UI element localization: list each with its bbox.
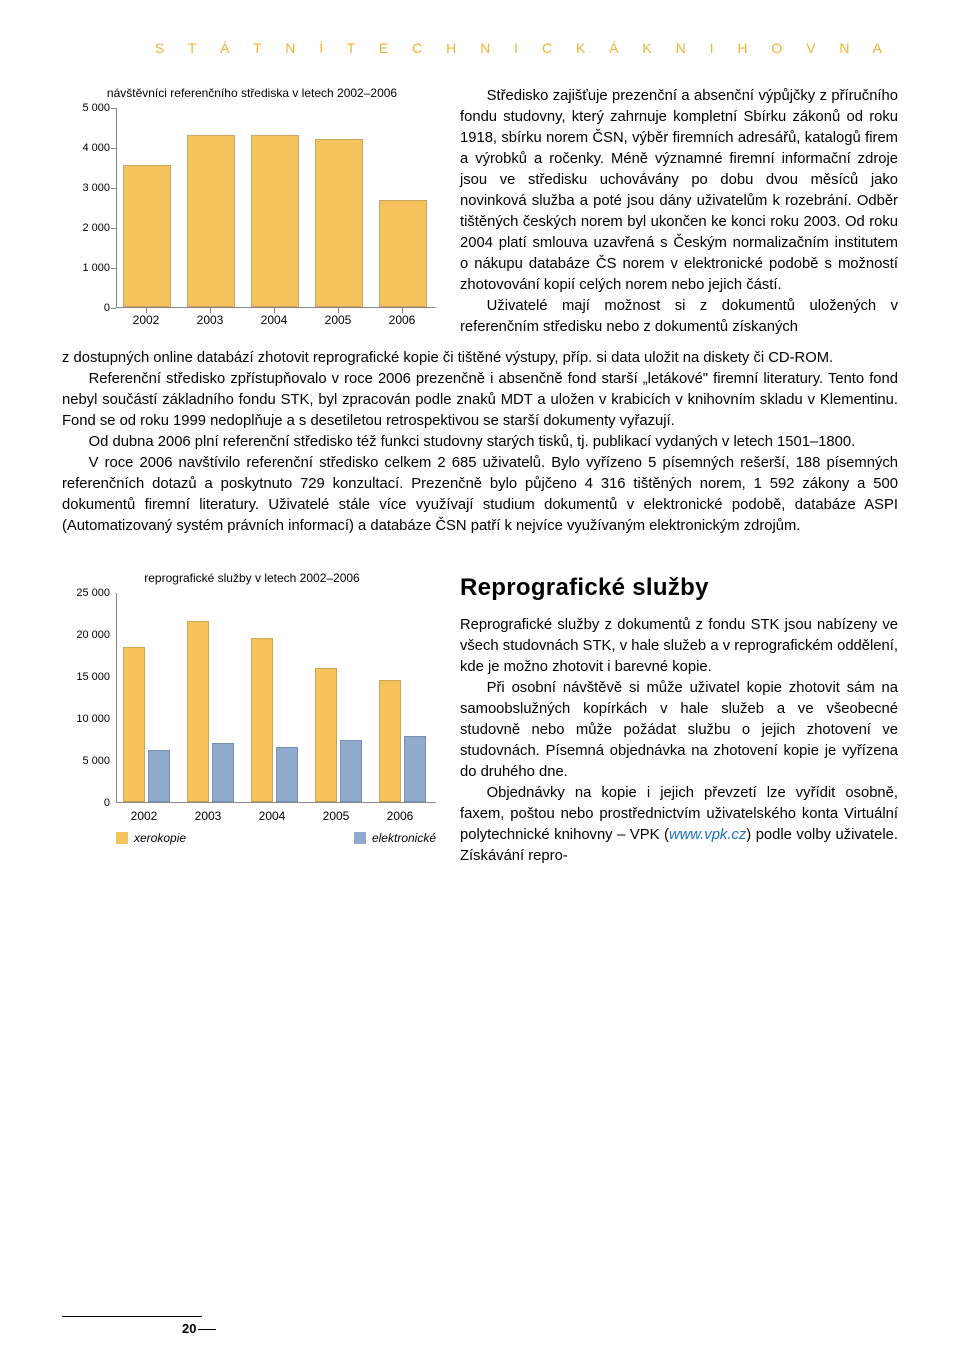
chart1-ytick: 0 bbox=[62, 302, 110, 314]
chart1-ytick: 3 000 bbox=[62, 182, 110, 194]
chart2-ytick: 25 000 bbox=[62, 587, 110, 599]
legend-label-2: elektronické bbox=[372, 831, 436, 845]
chart2-bar bbox=[340, 740, 362, 802]
chart2-bar bbox=[212, 743, 234, 802]
section2-text: Reprografické služby Reprografické služb… bbox=[460, 571, 898, 867]
chart1-ytick: 5 000 bbox=[62, 102, 110, 114]
section2-p2: Při osobní návštěvě si může uživatel kop… bbox=[460, 678, 898, 783]
paragraph-3: Od dubna 2006 plní referenční středisko … bbox=[62, 432, 898, 453]
chart2-bar bbox=[315, 668, 337, 802]
chart2-ytick: 15 000 bbox=[62, 671, 110, 683]
chart1-xtick: 2005 bbox=[308, 313, 368, 327]
chart1-bar bbox=[251, 135, 299, 307]
paragraph-2: Referenční středisko zpřístupňovalo v ro… bbox=[62, 369, 898, 432]
top-text-column: Středisko zajišťuje prezenční a absenční… bbox=[460, 86, 898, 338]
chart2-ytick: 20 000 bbox=[62, 629, 110, 641]
chart1-xtick: 2004 bbox=[244, 313, 304, 327]
chart1-bar bbox=[187, 135, 235, 307]
chart1-bar bbox=[379, 200, 427, 307]
section2-heading: Reprografické služby bbox=[460, 571, 898, 605]
chart2-column: reprografické služby v letech 2002–2006 … bbox=[62, 571, 442, 867]
chart2-bar bbox=[276, 747, 298, 802]
section2-p1: Reprografické služby z dokumentů z fondu… bbox=[460, 615, 898, 678]
chart2-xtick: 2002 bbox=[114, 809, 174, 823]
section2-p3: Objednávky na kopie i jejich převzetí lz… bbox=[460, 783, 898, 867]
chart1-ytick: 2 000 bbox=[62, 222, 110, 234]
chart1-column: návštěvníci referenčního střediska v let… bbox=[62, 86, 442, 338]
chart2-bar bbox=[251, 638, 273, 802]
paragraph-4: V roce 2006 navštívilo referenční středi… bbox=[62, 453, 898, 537]
chart1: 01 0002 0003 0004 0005 00020022003200420… bbox=[62, 108, 442, 338]
chart2-title: reprografické služby v letech 2002–2006 bbox=[62, 571, 442, 585]
legend-item-elektronicke: elektronické bbox=[354, 831, 436, 845]
chart1-xtick: 2003 bbox=[180, 313, 240, 327]
chart2-bar bbox=[379, 680, 401, 802]
body-text: z dostupných online databází zhotovit re… bbox=[62, 348, 898, 537]
chart2-bar bbox=[187, 621, 209, 802]
chart2-bar bbox=[123, 647, 145, 802]
paragraph-1a: Středisko zajišťuje prezenční a absenční… bbox=[460, 86, 898, 296]
chart2-xtick: 2003 bbox=[178, 809, 238, 823]
page-footer: 20 bbox=[62, 1316, 898, 1336]
paragraph-1b-cont: z dostupných online databází zhotovit re… bbox=[62, 348, 898, 369]
chart2-legend: xerokopie elektronické bbox=[116, 831, 436, 845]
chart1-xtick: 2002 bbox=[116, 313, 176, 327]
paragraph-1b-start: Uživatelé mají možnost si z dokumentů ul… bbox=[460, 296, 898, 338]
footer-rule bbox=[62, 1316, 202, 1317]
legend-swatch-2 bbox=[354, 832, 366, 844]
chart2-ytick: 0 bbox=[62, 797, 110, 809]
chart2-xtick: 2004 bbox=[242, 809, 302, 823]
bottom-section: reprografické služby v letech 2002–2006 … bbox=[62, 571, 898, 867]
chart2-bar bbox=[404, 736, 426, 802]
page-header-letters: S T Á T N Í T E C H N I C K Á K N I H O … bbox=[62, 40, 898, 56]
chart1-title: návštěvníci referenčního střediska v let… bbox=[62, 86, 442, 100]
legend-label-1: xerokopie bbox=[134, 831, 186, 845]
chart1-bar bbox=[123, 165, 171, 307]
vpk-link[interactable]: www.vpk.cz bbox=[669, 827, 746, 843]
chart2-bar bbox=[148, 750, 170, 802]
legend-swatch-1 bbox=[116, 832, 128, 844]
chart1-bar bbox=[315, 139, 363, 307]
chart2: xerokopie elektronické 0 5 000 10 000 15 00… bbox=[62, 593, 442, 853]
chart1-ytick: 1 000 bbox=[62, 262, 110, 274]
chart2-ytick: 5 000 bbox=[62, 755, 110, 767]
chart1-xtick: 2006 bbox=[372, 313, 432, 327]
legend-item-xerokopie: xerokopie bbox=[116, 831, 186, 845]
chart1-ytick: 4 000 bbox=[62, 142, 110, 154]
chart2-xtick: 2006 bbox=[370, 809, 430, 823]
page-number: 20 bbox=[182, 1321, 898, 1336]
chart2-xtick: 2005 bbox=[306, 809, 366, 823]
chart2-ytick: 10 000 bbox=[62, 713, 110, 725]
top-section: návštěvníci referenčního střediska v let… bbox=[62, 86, 898, 338]
